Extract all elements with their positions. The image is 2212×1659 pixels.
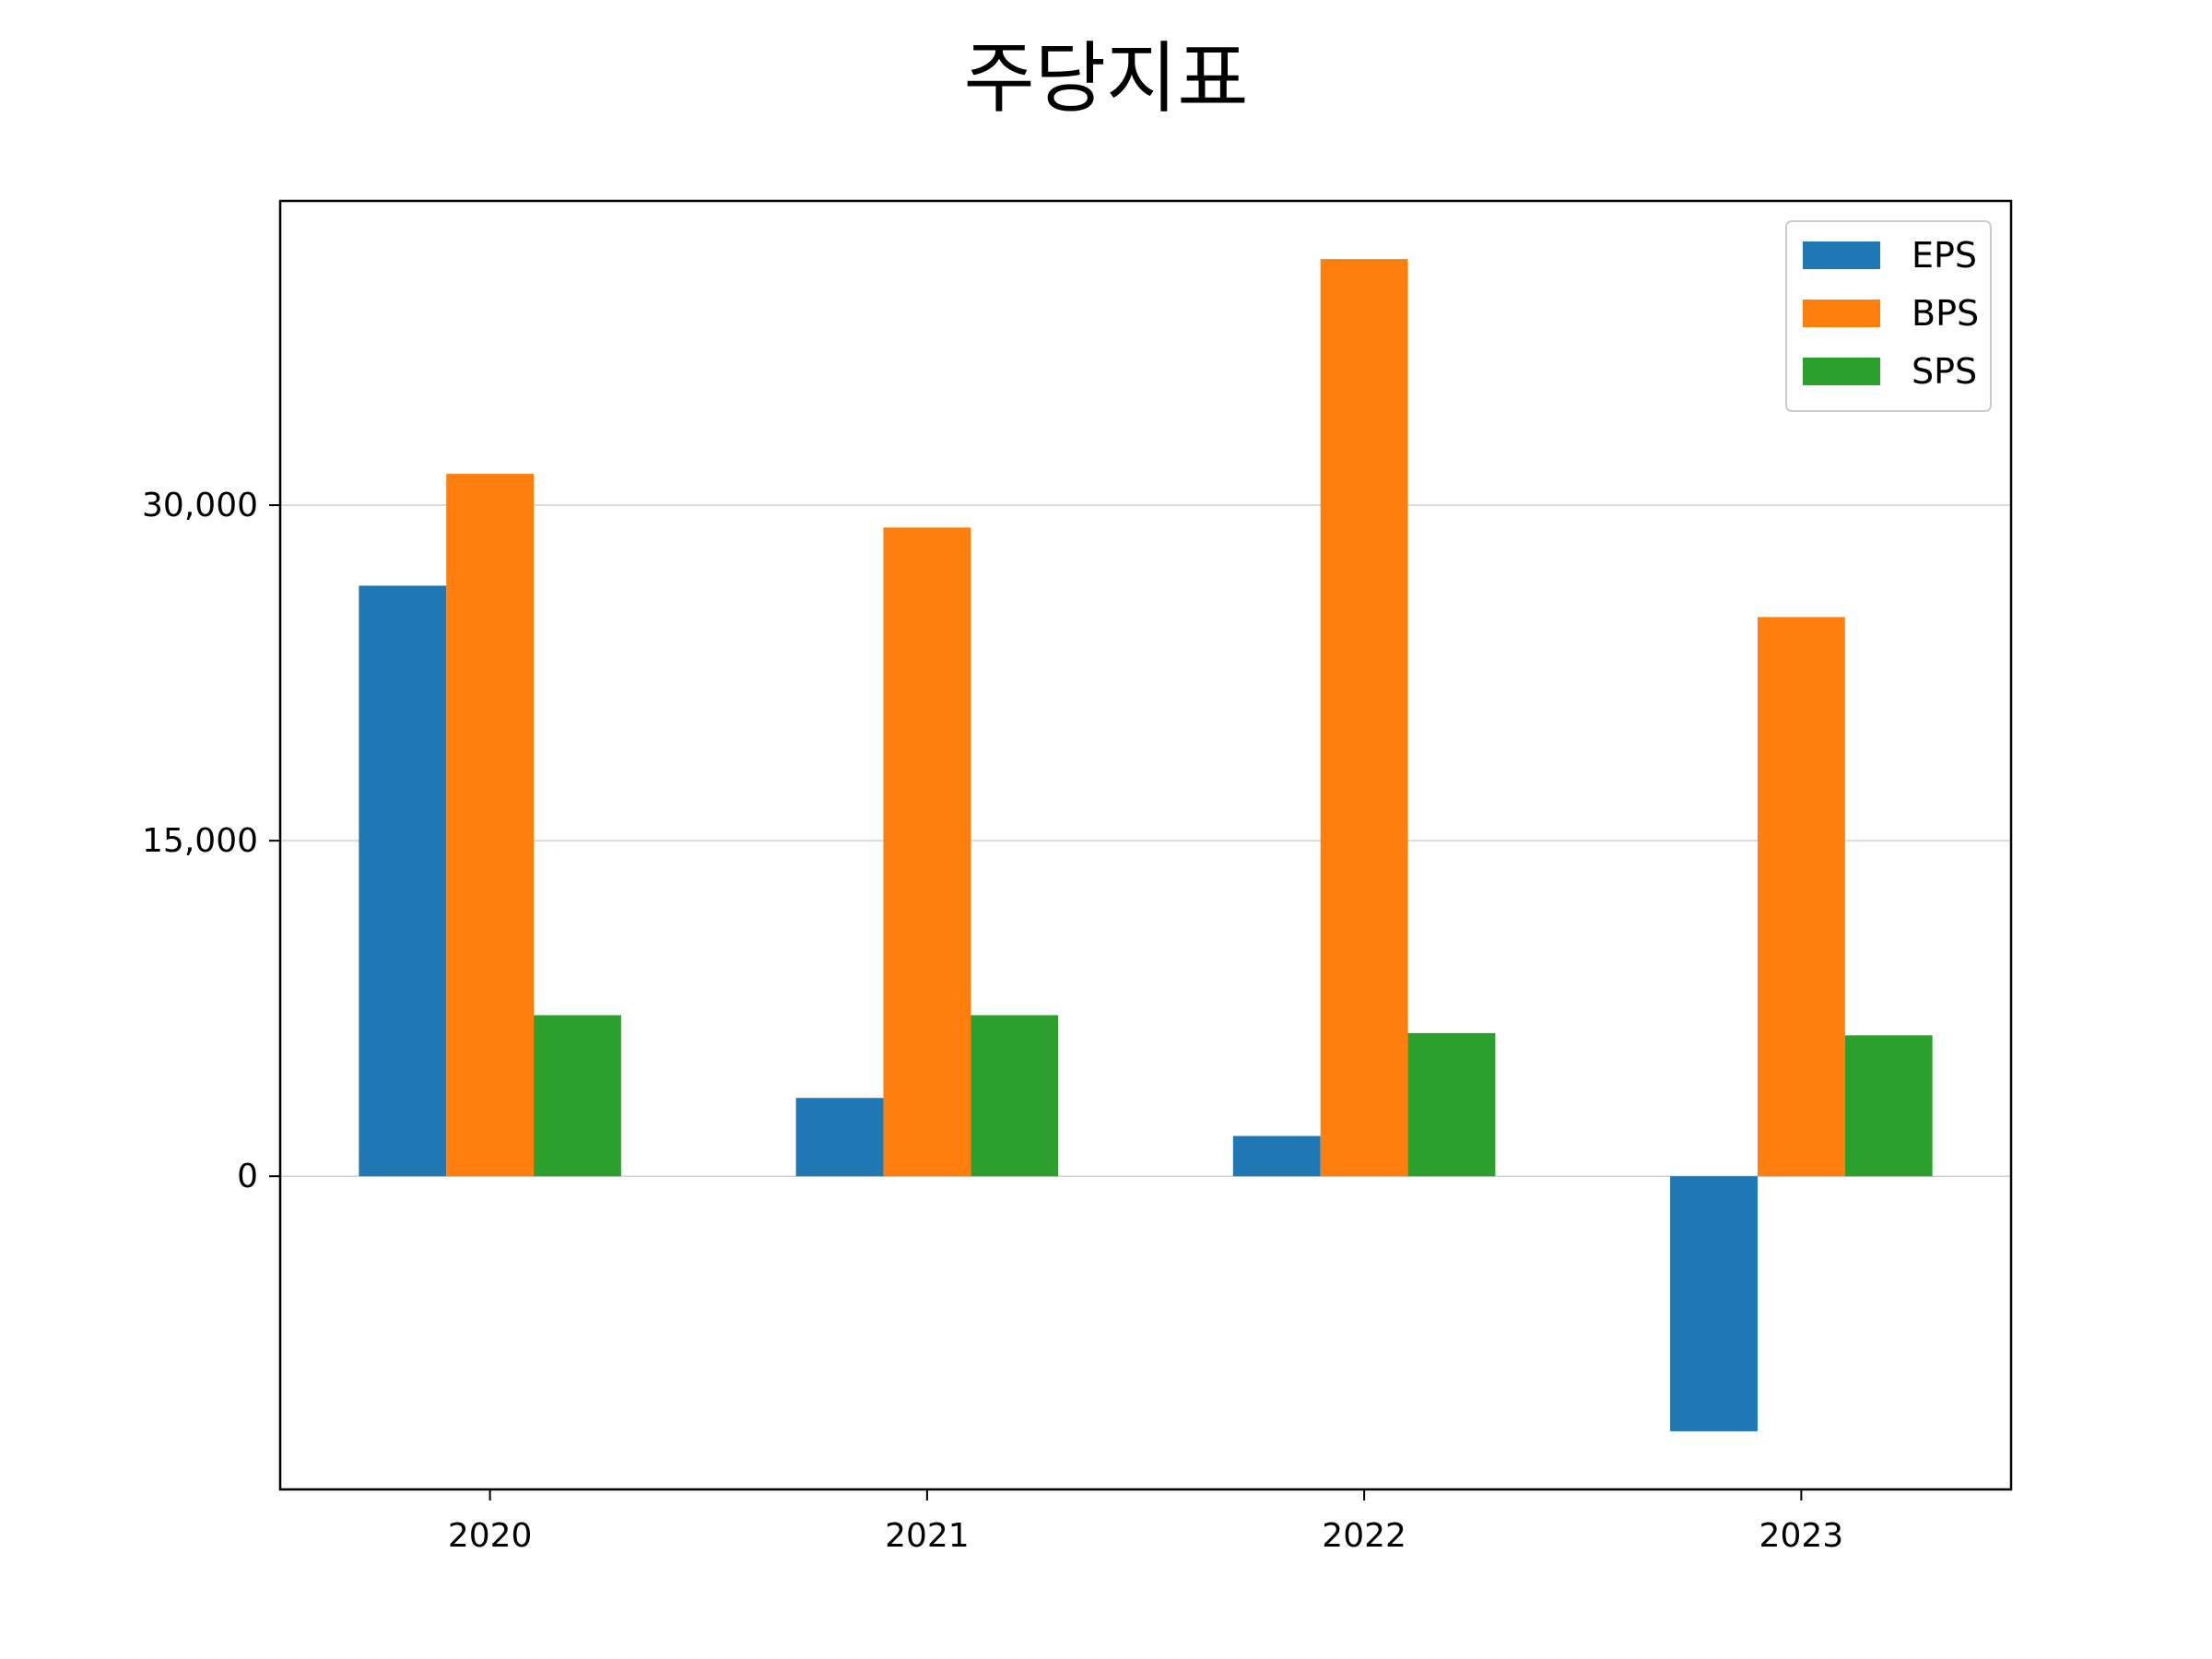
bar-bps-2023 bbox=[1757, 617, 1845, 1177]
legend-label-eps: EPS bbox=[1912, 235, 1977, 276]
y-tick-label: 15,000 bbox=[142, 822, 258, 860]
bar-eps-2023 bbox=[1670, 1176, 1758, 1431]
bar-eps-2021 bbox=[795, 1098, 884, 1177]
legend-swatch-sps bbox=[1803, 358, 1880, 385]
legend-swatch-eps bbox=[1803, 241, 1880, 269]
axes: 0 15,000 30,000 2020 2021 2022 2023 bbox=[142, 487, 1843, 1555]
bar-sps-2023 bbox=[1844, 1035, 1933, 1177]
bar-sps-2022 bbox=[1407, 1032, 1496, 1177]
bar-sps-2020 bbox=[534, 1015, 621, 1177]
x-tick-label: 2021 bbox=[885, 1517, 970, 1555]
chart-title: 주당지표 bbox=[963, 33, 1249, 124]
x-tick-label: 2022 bbox=[1322, 1517, 1406, 1555]
legend-swatch-bps bbox=[1803, 300, 1880, 327]
bar-bps-2020 bbox=[446, 474, 535, 1177]
legend-label-sps: SPS bbox=[1912, 351, 1977, 392]
legend: EPS BPS SPS bbox=[1785, 220, 1992, 412]
bar-bps-2022 bbox=[1320, 259, 1408, 1177]
bar-bps-2021 bbox=[883, 527, 971, 1177]
x-tick-label: 2023 bbox=[1759, 1517, 1844, 1555]
bars bbox=[359, 259, 1933, 1431]
y-tick-label: 0 bbox=[237, 1158, 258, 1195]
bar-eps-2020 bbox=[359, 585, 447, 1177]
legend-label-bps: BPS bbox=[1912, 293, 1979, 334]
bar-sps-2021 bbox=[971, 1015, 1059, 1177]
plot-frame bbox=[278, 199, 2013, 1491]
y-tick-label: 30,000 bbox=[142, 487, 258, 524]
bar-eps-2022 bbox=[1232, 1135, 1321, 1177]
x-tick-label: 2020 bbox=[448, 1517, 533, 1555]
